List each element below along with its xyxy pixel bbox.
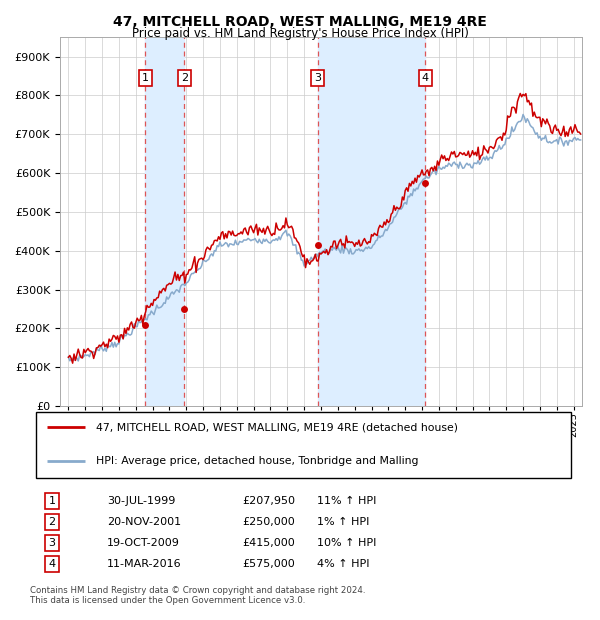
Text: 20-NOV-2001: 20-NOV-2001 <box>107 517 181 527</box>
Text: 4: 4 <box>49 559 56 569</box>
Text: Contains HM Land Registry data © Crown copyright and database right 2024.: Contains HM Land Registry data © Crown c… <box>30 586 365 595</box>
Text: £207,950: £207,950 <box>242 496 295 506</box>
Text: This data is licensed under the Open Government Licence v3.0.: This data is licensed under the Open Gov… <box>30 596 305 606</box>
Text: 1% ↑ HPI: 1% ↑ HPI <box>317 517 370 527</box>
Text: 11% ↑ HPI: 11% ↑ HPI <box>317 496 376 506</box>
Text: 47, MITCHELL ROAD, WEST MALLING, ME19 4RE (detached house): 47, MITCHELL ROAD, WEST MALLING, ME19 4R… <box>96 422 458 432</box>
Text: 4: 4 <box>422 73 429 83</box>
Text: 1: 1 <box>142 73 149 83</box>
Bar <box>317 37 425 406</box>
Text: 2: 2 <box>49 517 56 527</box>
FancyBboxPatch shape <box>35 412 571 477</box>
Text: 4% ↑ HPI: 4% ↑ HPI <box>317 559 370 569</box>
Text: 47, MITCHELL ROAD, WEST MALLING, ME19 4RE: 47, MITCHELL ROAD, WEST MALLING, ME19 4R… <box>113 16 487 30</box>
Text: HPI: Average price, detached house, Tonbridge and Malling: HPI: Average price, detached house, Tonb… <box>96 456 419 466</box>
Text: £415,000: £415,000 <box>242 538 295 548</box>
Text: £575,000: £575,000 <box>242 559 295 569</box>
Text: 3: 3 <box>314 73 321 83</box>
Text: Price paid vs. HM Land Registry's House Price Index (HPI): Price paid vs. HM Land Registry's House … <box>131 27 469 40</box>
Text: 10% ↑ HPI: 10% ↑ HPI <box>317 538 376 548</box>
Bar <box>145 37 184 406</box>
Text: 1: 1 <box>49 496 56 506</box>
Text: 30-JUL-1999: 30-JUL-1999 <box>107 496 176 506</box>
Text: 11-MAR-2016: 11-MAR-2016 <box>107 559 182 569</box>
Text: 19-OCT-2009: 19-OCT-2009 <box>107 538 180 548</box>
Text: 3: 3 <box>49 538 56 548</box>
Text: 2: 2 <box>181 73 188 83</box>
Text: £250,000: £250,000 <box>242 517 295 527</box>
